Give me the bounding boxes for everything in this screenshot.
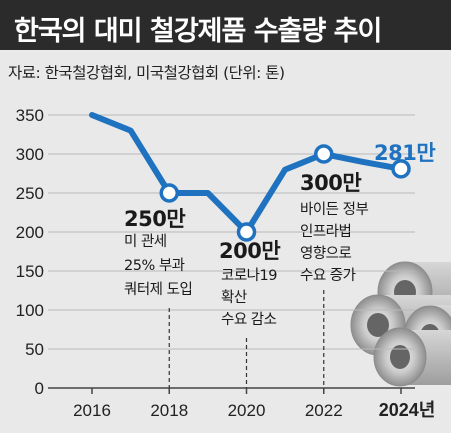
data-value-label: 250만: [124, 207, 185, 231]
y-tick-label: 100: [16, 301, 44, 320]
x-tick-label: 2020: [228, 401, 266, 420]
annotation-note: 25% 부과: [124, 257, 185, 274]
annotation-note: 코로나19: [221, 267, 277, 284]
chart-title: 한국의 대미 철강제품 수출량 추이: [14, 16, 382, 47]
annotation-note: 확산: [221, 289, 247, 306]
x-tick-label: 2022: [305, 401, 343, 420]
data-value-label: 281만: [374, 141, 435, 165]
data-point-marker: [159, 183, 179, 203]
data-point-marker: [236, 222, 257, 242]
data-point-marker: [314, 144, 334, 164]
y-tick-label: 50: [25, 340, 44, 359]
annotation-note: 쿼터제 도입: [124, 281, 192, 298]
y-tick-label: 200: [16, 223, 44, 242]
data-value-label: 200만: [219, 239, 280, 263]
steel-coil-illustration: [350, 261, 451, 387]
y-tick-label: 250: [16, 184, 44, 203]
x-tick-label: 2024년: [379, 400, 436, 420]
annotation-note: 수요 감소: [221, 311, 277, 328]
annotation-note: 미 관세: [124, 233, 167, 250]
x-tick-label: 2018: [150, 401, 188, 420]
data-value-label: 300만: [300, 171, 361, 195]
annotation-note: 수요 증가: [300, 267, 356, 284]
annotation-note: 바이든 정부: [300, 201, 368, 218]
annotation-note: 영향으로: [300, 245, 352, 262]
data-point-marker: [391, 159, 411, 179]
title-bar: 한국의 대미 철강제품 수출량 추이: [0, 0, 451, 50]
x-tick-label: 2016: [73, 401, 111, 420]
source-note: 자료: 한국철강협회, 미국철강협회 (단위: 톤): [8, 64, 285, 82]
y-tick-label: 350: [16, 106, 44, 125]
y-tick-label: 0: [35, 379, 44, 398]
y-tick-label: 300: [16, 145, 44, 164]
annotation-note: 인프라법: [300, 223, 351, 240]
y-tick-label: 150: [16, 262, 44, 281]
